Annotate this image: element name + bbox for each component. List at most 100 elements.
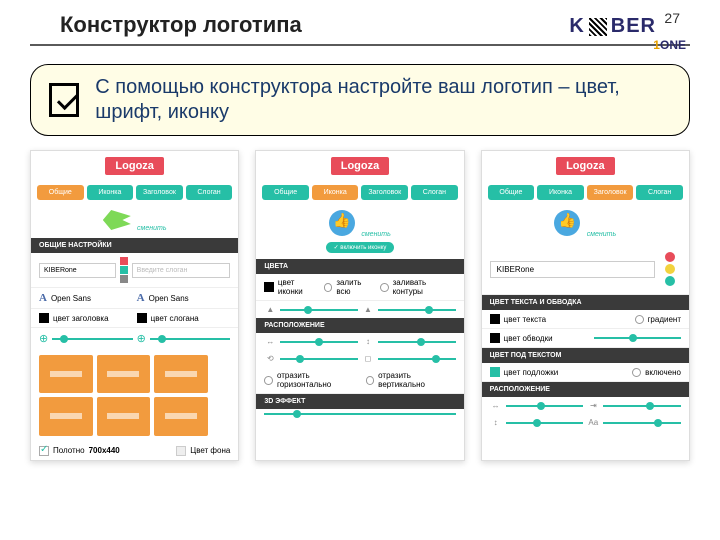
tab-title[interactable]: Заголовок [136,185,183,200]
zoom-in-icon[interactable]: ⊕ [137,332,146,345]
page-number: 27 [664,10,680,26]
panel-general: Logoza Общие Иконка Заголовок Слоган сме… [30,150,239,461]
slider[interactable] [603,405,681,407]
tab-title[interactable]: Заголовок [361,185,408,200]
slider[interactable] [594,337,681,339]
tri-icon: ▲ [264,305,276,314]
tab-title[interactable]: Заголовок [587,185,634,200]
bg-swatch[interactable] [176,446,186,456]
tab-slogan[interactable]: Слоган [636,185,683,200]
swatch[interactable] [137,313,147,323]
panel-icon: Logoza Общие Иконка Заголовок Слоган сме… [255,150,464,461]
logoza-brand: Logoza [31,151,238,181]
font-row: A Open Sans A Open Sans [31,288,238,309]
slider[interactable] [280,341,358,343]
swatch[interactable] [264,282,274,292]
canvas-size: 700x440 [89,446,120,455]
change-link[interactable]: сменить [361,231,390,238]
section-colors: ЦВЕТА [256,259,463,274]
swatch[interactable] [120,257,128,265]
radio[interactable] [264,376,273,385]
brand-line2: 1ONE [653,38,686,52]
slider[interactable] [150,338,230,340]
radio[interactable] [366,376,375,385]
font-name[interactable]: Open Sans [149,294,231,303]
arrow-v-icon: ↕ [490,418,502,427]
change-link[interactable]: сменить [137,225,166,232]
tab-general[interactable]: Общие [488,185,535,200]
label: цвет обводки [504,334,591,343]
label: цвет текста [504,315,631,324]
preset-tile[interactable] [154,355,208,393]
font-name[interactable]: Open Sans [51,294,133,303]
section-bg-text: ЦВЕТ ПОД ТЕКСТОМ [482,348,689,363]
label: включено [645,368,681,377]
slogan-input[interactable]: Введите слоган [132,263,231,278]
swatch[interactable] [39,313,49,323]
row: цвет подложки включено [482,363,689,382]
tab-icon[interactable]: Иконка [87,185,134,200]
slider[interactable] [378,309,456,311]
radio[interactable] [632,368,641,377]
title-input[interactable]: KIBERone [39,263,116,278]
section-position: РАСПОЛОЖЕНИЕ [482,382,689,397]
section-3d: 3D ЭФФЕКТ [256,394,463,409]
brand-ber: BER [611,15,656,38]
preset-tile[interactable] [39,355,93,393]
tab-slogan[interactable]: Слоган [186,185,233,200]
swatch[interactable] [665,264,675,274]
color-opts: цвет иконки залить всю заливать контуры [256,274,463,301]
layout-presets [31,349,238,442]
preset-tile[interactable] [97,355,151,393]
swatch[interactable] [490,314,500,324]
radio[interactable] [324,283,333,292]
slider[interactable] [264,413,455,415]
title-input[interactable]: KIBERone [490,261,655,278]
include-icon-toggle[interactable]: ✓ включить иконку [326,242,395,253]
zoom-row: ⊕ ⊕ [31,328,238,349]
icon-preview: сменить ✓ включить иконку [256,204,463,259]
logoza-brand: Logoza [256,151,463,181]
slider[interactable] [280,358,358,360]
slider[interactable] [506,405,584,407]
label: цвет иконки [278,278,320,296]
change-link[interactable]: сменить [587,231,616,238]
tab-general[interactable]: Общие [37,185,84,200]
brand-k: K [569,15,584,38]
tab-icon[interactable]: Иконка [537,185,584,200]
tabs: Общие Иконка Заголовок Слоган [256,181,463,204]
size-icon: Aa [587,418,599,427]
canvas-label: Полотно [53,446,85,455]
inputs-row: KIBERone Введите слоган [31,253,238,288]
mini-palette [659,248,681,290]
zoom-in-icon[interactable]: ⊕ [39,332,48,345]
canvas-checkbox[interactable] [39,446,49,456]
tabs: Общие Иконка Заголовок Слоган [482,181,689,204]
slider-row [256,409,463,419]
arrow-v-icon: ↕ [362,337,374,346]
preset-tile[interactable] [39,397,93,435]
slider[interactable] [52,338,132,340]
slider[interactable] [378,358,456,360]
preset-tile[interactable] [97,397,151,435]
preset-tile[interactable] [154,397,208,435]
swatch[interactable] [490,367,500,377]
label: отразить вертикально [378,371,456,389]
swatch[interactable] [490,333,500,343]
tab-slogan[interactable]: Слоган [411,185,458,200]
slider[interactable] [280,309,358,311]
swatch[interactable] [120,275,128,283]
swatch[interactable] [665,276,675,286]
slider[interactable] [378,341,456,343]
radio[interactable] [635,315,644,324]
tab-icon[interactable]: Иконка [312,185,359,200]
swatch[interactable] [120,266,128,274]
tab-general[interactable]: Общие [262,185,309,200]
slider[interactable] [506,422,584,424]
color-stack [120,257,128,283]
radio[interactable] [380,283,389,292]
arrow-h-icon: ↔ [490,401,502,410]
swatch[interactable] [665,252,675,262]
slider[interactable] [603,422,681,424]
tri-icon: ▲ [362,305,374,314]
